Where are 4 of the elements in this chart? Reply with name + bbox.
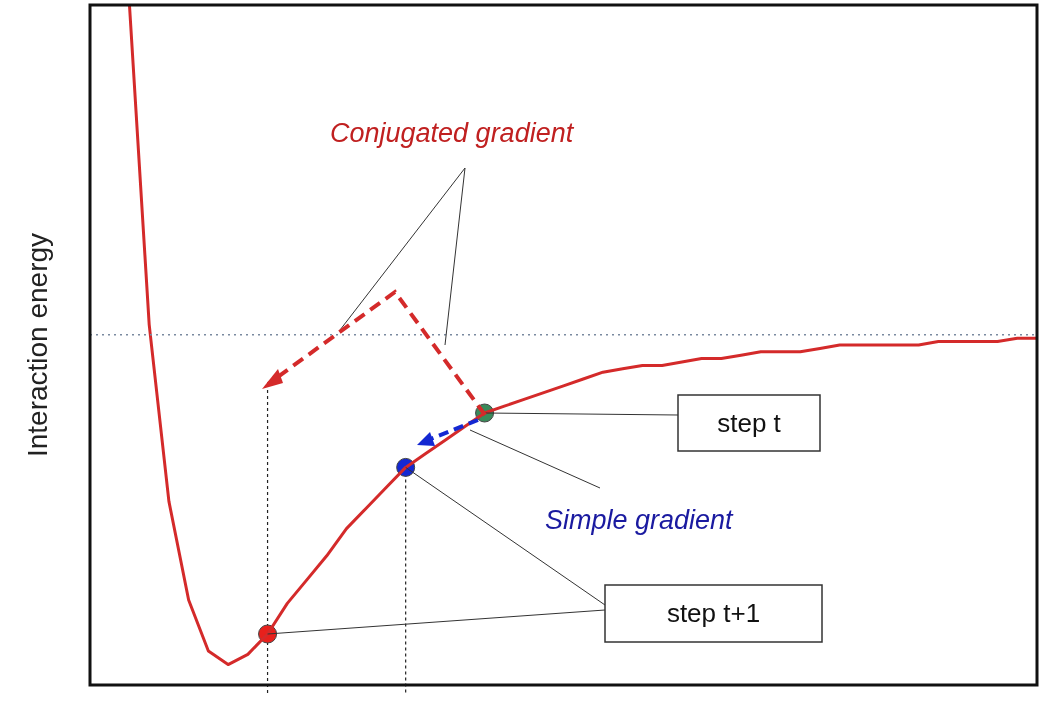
annotation: Conjugated gradient [330, 118, 574, 149]
annotation: step t [678, 395, 820, 451]
annotation: step t+1 [605, 585, 822, 642]
y-axis-title: Interaction energy [22, 232, 54, 458]
